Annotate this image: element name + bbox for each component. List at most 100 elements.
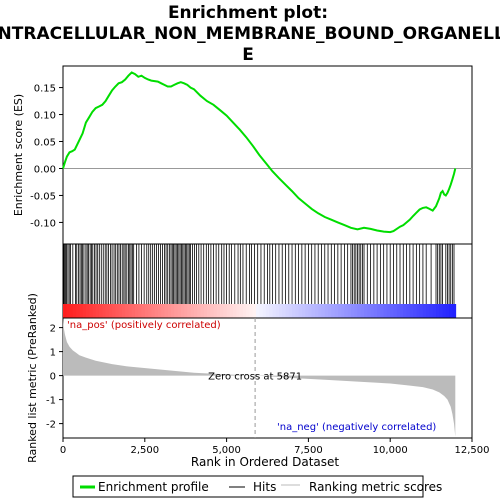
hits-panel [62, 243, 473, 319]
heat-strip-cell [213, 304, 218, 318]
es-y-axis-label: Enrichment score (ES) [12, 94, 25, 216]
heat-strip-cell [157, 304, 162, 318]
heat-strip-cell [216, 304, 221, 318]
heat-strip-cell [331, 304, 336, 318]
rank-y-tick-label: -2 [46, 420, 56, 431]
heat-strip-cell [370, 304, 375, 318]
heat-strip-cell [108, 304, 113, 318]
es-y-tick-label: 0.05 [34, 138, 56, 149]
heat-strip-cell [413, 304, 417, 318]
zero-cross-label: Zero cross at 5871 [208, 372, 302, 383]
heat-strip-cell [377, 304, 381, 318]
heat-strip-cell [89, 304, 93, 318]
heat-strip-cell [138, 304, 143, 318]
chart-title-line3: E [242, 45, 254, 65]
es-y-tick-label: 0.15 [34, 84, 56, 95]
heat-strip-cell [295, 304, 300, 318]
heat-strip-cell [239, 304, 244, 318]
heat-strip-cell [432, 304, 437, 318]
heat-strip-cell [288, 304, 293, 318]
heat-strip-cell [256, 304, 260, 318]
heat-strip-cell [236, 304, 241, 318]
heat-strip-cell [406, 304, 411, 318]
es-y-axis: -0.10 -0.05 0.00 0.05 0.10 0.15 [30, 84, 63, 229]
heat-strip-cell [328, 304, 332, 318]
heat-strip-cell [249, 304, 254, 318]
heat-strip-cell [79, 304, 84, 318]
heat-strip-cell [445, 304, 450, 318]
heat-strip-cell [298, 304, 303, 318]
x-tick-label: 7,500 [294, 445, 323, 456]
legend-hits-label: Hits [253, 480, 276, 494]
heat-strip-cell [380, 304, 385, 318]
heat-strip-cell [373, 304, 378, 318]
ranking-heat-strip [63, 304, 457, 318]
heat-strip-cell [390, 304, 394, 318]
heat-strip-cell [341, 304, 345, 318]
heat-strip-cell [66, 304, 71, 318]
heat-strip-cell [318, 304, 322, 318]
heat-strip-cell [151, 304, 156, 318]
heat-strip-cell [449, 304, 453, 318]
ranking-metric-area [63, 318, 456, 437]
heat-strip-cell [131, 304, 136, 318]
heat-strip-cell [350, 304, 355, 318]
heat-strip-cell [393, 304, 398, 318]
heat-strip-cell [134, 304, 139, 318]
heat-strip-cell [141, 304, 146, 318]
heat-strip-cell [246, 304, 251, 318]
heat-strip-cell [364, 304, 368, 318]
heat-strip-cell [259, 304, 264, 318]
heat-strip-cell [321, 304, 326, 318]
heat-strip-cell [429, 304, 434, 318]
enrichment-profile-line [62, 71, 457, 234]
heat-strip-cell [426, 304, 430, 318]
heat-strip-cell [190, 304, 195, 318]
heat-strip-cell [452, 304, 457, 318]
heat-strip-cell [180, 304, 185, 318]
heat-strip-cell [174, 304, 179, 318]
chart-title-line2: INTRACELLULAR_NON_MEMBRANE_BOUND_ORGANEL… [0, 24, 500, 44]
heat-strip-cell [170, 304, 175, 318]
rank-y-axis-label: Ranked list metric (PreRanked) [26, 293, 39, 463]
heat-strip-cell [337, 304, 342, 318]
heat-strip-cell [161, 304, 165, 318]
heat-strip-cell [95, 304, 100, 318]
heat-strip-cell [69, 304, 74, 318]
legend: Enrichment profile Hits Ranking metric s… [72, 475, 442, 498]
heat-strip-cell [121, 304, 126, 318]
heat-strip-cell [396, 304, 401, 318]
es-panel: -0.10 -0.05 0.00 0.05 0.10 0.15 Enrichment sc… [12, 65, 473, 245]
heat-strip-cell [125, 304, 129, 318]
x-axis-label: Rank in Ordered Dataset [191, 455, 339, 469]
rank-y-axis: -2 -1 0 1 2 [46, 324, 63, 431]
heat-strip-cell [128, 304, 133, 318]
heat-strip-cell [200, 304, 205, 318]
x-tick-label: 12,500 [455, 445, 490, 456]
heat-strip-cell [334, 304, 339, 318]
heat-strip-cell [383, 304, 388, 318]
heat-strip-cell [403, 304, 408, 318]
heat-strip-cell [308, 304, 313, 318]
heat-strip-cell [76, 304, 80, 318]
rank-y-tick-label: 0 [50, 372, 56, 383]
heat-strip-cell [197, 304, 201, 318]
heat-strip-cell [105, 304, 110, 318]
heat-strip-cell [272, 304, 277, 318]
heat-strip-cell [357, 304, 362, 318]
rank-y-tick-label: 1 [50, 348, 56, 359]
heat-strip-cell [72, 304, 77, 318]
heat-strip-cell [242, 304, 247, 318]
heat-strip-cell [439, 304, 444, 318]
rank-y-tick-label: 2 [50, 324, 56, 335]
heat-strip-cell [311, 304, 316, 318]
heat-strip-cell [112, 304, 116, 318]
heat-strip-cell [148, 304, 152, 318]
heat-strip-cell [164, 304, 169, 318]
heat-strip-cell [102, 304, 107, 318]
hit-bars [63, 244, 455, 304]
heat-strip-cell [305, 304, 309, 318]
heat-strip-cell [115, 304, 120, 318]
heat-strip-cell [233, 304, 237, 318]
x-tick-label: 10,000 [373, 445, 408, 456]
